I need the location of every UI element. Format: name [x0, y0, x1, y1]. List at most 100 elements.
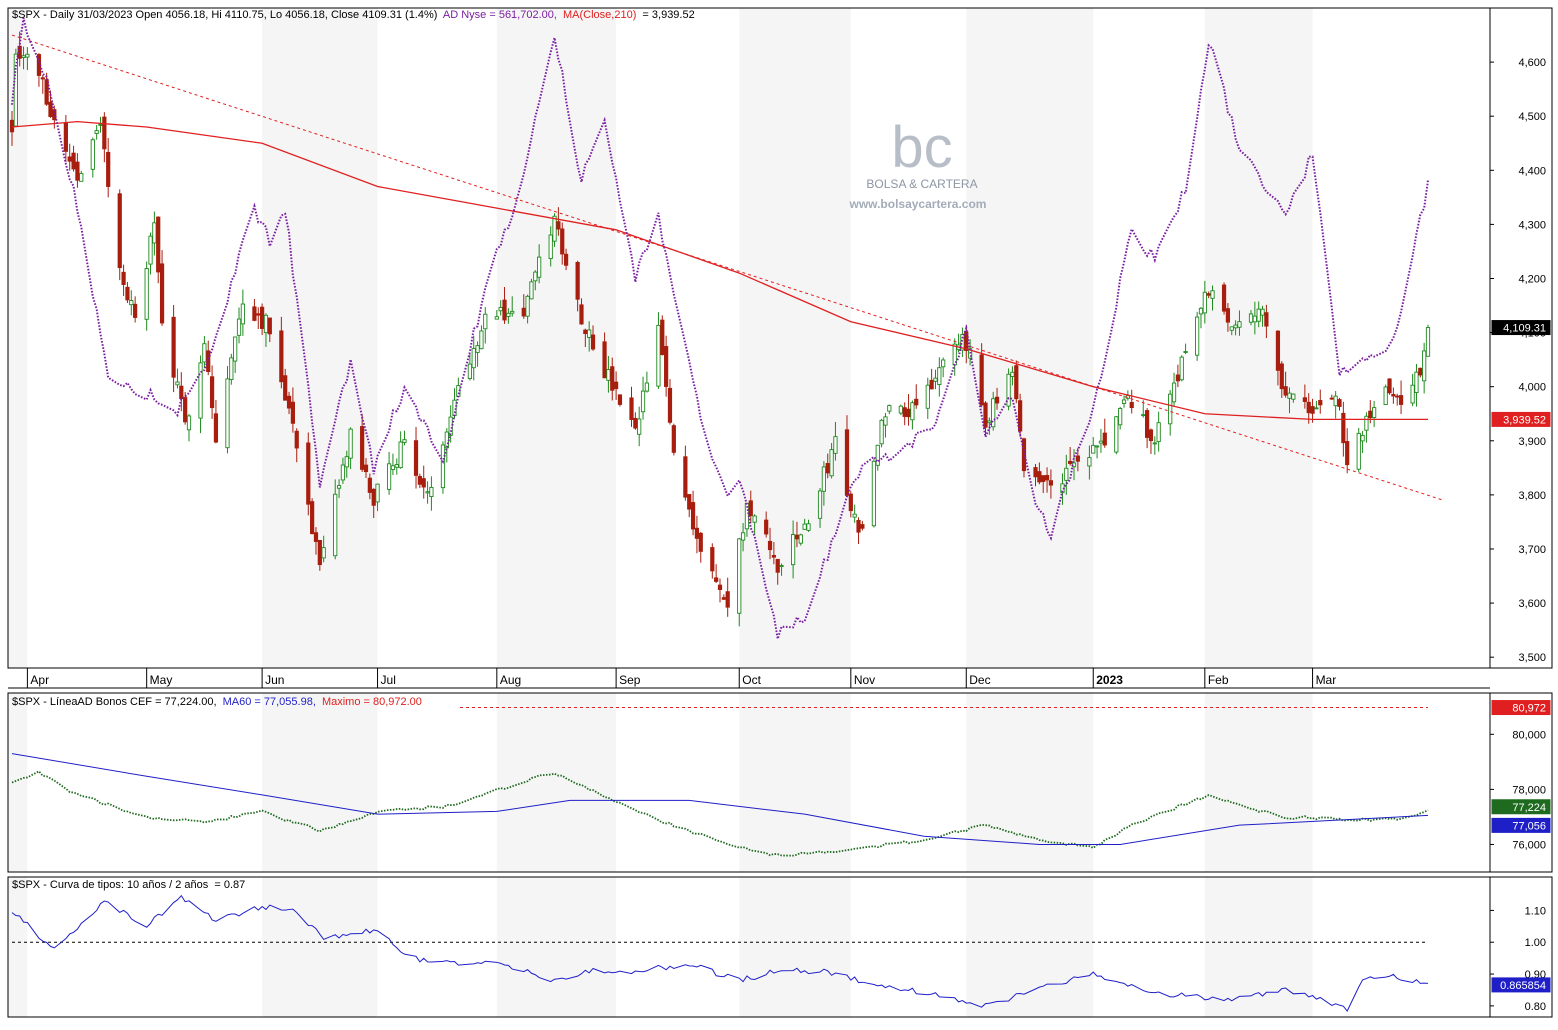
candle	[290, 387, 295, 433]
candle	[1387, 378, 1392, 395]
candle	[1037, 462, 1042, 485]
candle-body	[802, 523, 807, 530]
candle-body	[417, 476, 422, 485]
candle-body	[425, 491, 430, 494]
panel3-y-tick-label: 1.10	[1525, 905, 1546, 917]
candle-body	[844, 429, 850, 496]
candle	[417, 473, 422, 489]
candle-body	[1310, 406, 1315, 414]
candle-body	[1014, 365, 1019, 400]
candle-body	[233, 336, 238, 362]
panel2-header: $SPX - LíneaAD Bonos CEF = 77,224.00, MA…	[12, 696, 422, 708]
candle-body	[1248, 313, 1254, 323]
candle	[321, 535, 326, 563]
panel1-y-tick-label: 3,800	[1518, 490, 1546, 502]
candle	[667, 379, 673, 425]
panel1-header-ma-value: = 3,939.52	[642, 9, 694, 21]
candle	[67, 143, 72, 171]
candle	[267, 317, 272, 343]
candle-body	[1210, 290, 1215, 299]
candle-body	[829, 449, 834, 477]
watermark: bc BOLSA & CARTERA www.bolsaycartera.com	[849, 115, 987, 211]
candle-body	[1256, 308, 1261, 322]
candle-body	[52, 109, 57, 121]
candle	[902, 402, 907, 426]
candle-body	[1314, 407, 1319, 410]
candle	[1318, 389, 1323, 414]
panel1-y-tick-label: 4,500	[1518, 111, 1546, 123]
candle	[1171, 372, 1177, 407]
candle-body	[148, 235, 153, 265]
candle-body	[98, 124, 103, 126]
candle	[1287, 387, 1292, 414]
candle-body	[186, 415, 192, 431]
candle	[1391, 387, 1396, 404]
candle	[887, 404, 892, 415]
candle	[1291, 393, 1296, 403]
candle-body	[860, 524, 865, 529]
candle-body	[1318, 400, 1323, 406]
candle-body	[929, 379, 934, 390]
panel3-header-ticker: $SPX - Curva de tipos: 10 años / 2 años	[12, 879, 209, 891]
candle	[1229, 326, 1234, 336]
candle-body	[494, 316, 499, 320]
candle-body	[144, 268, 149, 320]
ma60-line	[11, 753, 1429, 845]
panel1-y-tick-label: 4,000	[1518, 382, 1546, 394]
candle	[1075, 447, 1080, 472]
candle-body	[1383, 386, 1388, 405]
candle	[1221, 282, 1227, 315]
candle-body	[21, 55, 26, 58]
candle	[71, 145, 76, 172]
candle-body	[721, 597, 726, 600]
yield-curve-line	[11, 894, 1429, 1012]
candle-body	[825, 463, 830, 474]
candle-body	[263, 314, 269, 334]
candle	[575, 260, 580, 312]
candle	[687, 494, 692, 518]
candles-group	[9, 31, 1431, 627]
candle	[617, 394, 623, 407]
candle	[9, 111, 15, 146]
candle	[1283, 371, 1288, 398]
candle	[871, 459, 877, 528]
candle	[660, 315, 665, 356]
candle	[1206, 291, 1211, 299]
candle	[310, 498, 315, 535]
candle-body	[183, 397, 188, 423]
panel-frame	[7, 876, 1553, 1018]
candle	[529, 278, 534, 300]
candle-body	[533, 271, 538, 282]
candle-body	[983, 402, 988, 428]
candle-body	[75, 161, 80, 181]
candle	[933, 369, 938, 390]
month-label: Nov	[854, 673, 875, 687]
candle-body	[371, 488, 376, 506]
candle	[144, 261, 149, 331]
candle	[987, 417, 992, 435]
candle	[294, 428, 299, 463]
candle	[937, 357, 942, 397]
candle-body	[579, 304, 584, 325]
month-label: Jun	[265, 673, 284, 687]
candle	[36, 53, 42, 87]
candle	[121, 264, 126, 296]
candle-body	[360, 426, 365, 470]
candle	[1198, 306, 1204, 329]
candle-body	[448, 416, 453, 436]
candle	[209, 365, 215, 419]
candle	[402, 430, 407, 446]
candle	[1041, 475, 1046, 494]
candle	[263, 313, 269, 347]
candle-body	[1183, 351, 1188, 353]
candle-body	[1364, 415, 1369, 431]
candle-body	[44, 79, 49, 105]
candle	[537, 244, 542, 284]
candle-body	[575, 261, 580, 300]
candle	[429, 476, 434, 511]
candle-body	[941, 359, 946, 368]
candle	[1422, 342, 1427, 394]
candle	[186, 413, 192, 442]
panel1-y-tick-label: 3,900	[1518, 436, 1546, 448]
